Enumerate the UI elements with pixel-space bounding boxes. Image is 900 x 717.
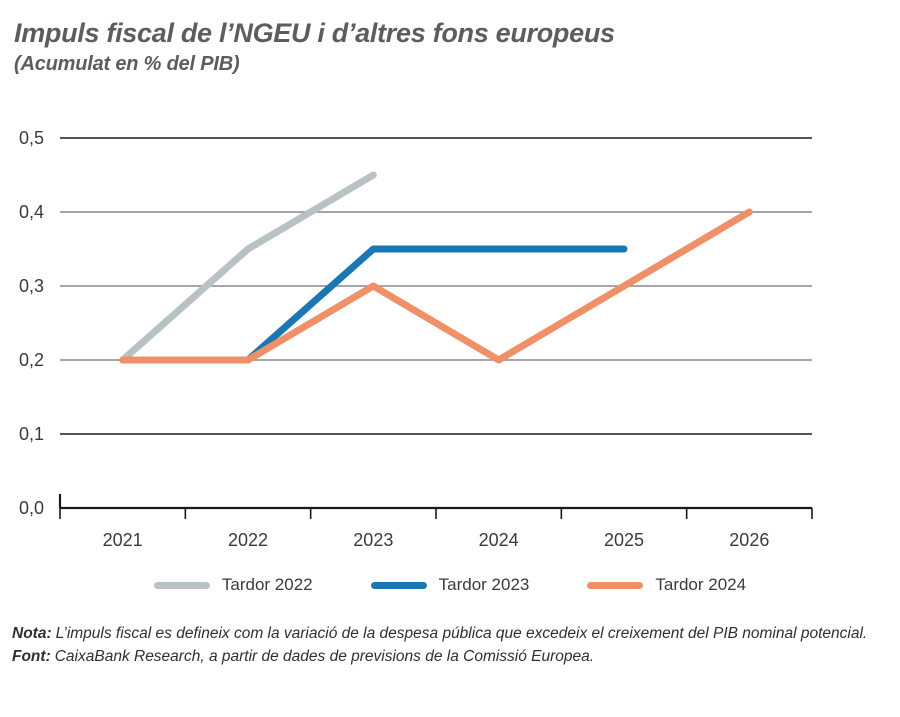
footnote-font-text: CaixaBank Research, a partir de dades de… xyxy=(54,648,595,666)
x-axis-tick-label: 2021 xyxy=(103,530,143,550)
series-line-tardor-2022 xyxy=(119,171,377,364)
chart-legend: Tardor 2022 Tardor 2023 Tardor 2024 xyxy=(0,565,900,605)
legend-label: Tardor 2024 xyxy=(655,575,747,594)
legend-label: Tardor 2023 xyxy=(438,575,530,594)
legend-item-tardor-2024[interactable]: Tardor 2024 xyxy=(587,575,746,595)
footnote-font: Font: CaixaBank Research, a partir de dad… xyxy=(12,645,888,668)
footnote-font-label: Font: xyxy=(12,648,51,666)
legend-swatch-icon xyxy=(587,581,644,589)
legend-item-tardor-2023[interactable]: Tardor 2023 xyxy=(370,575,530,595)
series-line-tardor-2024 xyxy=(119,208,753,364)
y-axis-tick-label: 0,0 xyxy=(19,498,44,518)
legend-swatch-icon xyxy=(153,581,210,589)
legend-label: Tardor 2022 xyxy=(221,575,313,594)
y-axis-tick-label: 0,4 xyxy=(19,202,44,222)
x-axis-tick-label: 2022 xyxy=(228,530,268,550)
y-axis-tick-label: 0,1 xyxy=(19,424,44,444)
line-chart-svg: 0,00,10,20,30,40,5 2021 2022 2023 2024 2025 2… xyxy=(19,128,813,550)
chart-title: Impuls fiscal de l’NGEU i d’altres fons … xyxy=(14,18,615,48)
footnote-nota-label: Nota: xyxy=(12,625,52,642)
chart-subtitle: (Acumulat en % del PIB) xyxy=(14,53,240,76)
y-axis-tick-label: 0,3 xyxy=(19,276,44,296)
x-axis-tick-label: 2023 xyxy=(353,530,393,550)
chart-header: Impuls fiscal de l’NGEU i d’altres fons … xyxy=(14,18,884,76)
footnote-nota: Nota: L’impuls fiscal es defineix com la … xyxy=(12,622,888,645)
y-axis-tick-labels: 0,0 0,1 0,2 0,3 0,4 0,5 xyxy=(19,128,44,518)
chart-footnotes: Nota: L’impuls fiscal es defineix com la … xyxy=(12,622,888,669)
chart-plot-area: 0,0 0,1 0,2 0,3 0,4 0,5 2021 2022 2023 2024 2025 2… xyxy=(0,120,900,560)
y-axis-tick-label: 0,2 xyxy=(19,350,44,370)
y-axis-tick-label: 0,5 xyxy=(19,128,44,148)
series-lines-group xyxy=(119,171,753,364)
x-axis-tick-label: 2024 xyxy=(479,530,519,550)
footnote-nota-text: L’impuls fiscal es defineix com la varia… xyxy=(55,625,868,642)
legend-swatch-icon xyxy=(370,581,427,589)
x-axis-ticks xyxy=(59,508,813,519)
x-axis-tick-labels: 2021 2022 2023 2024 2025 2026 xyxy=(103,530,770,550)
x-axis-tick-label: 2025 xyxy=(604,530,644,550)
series-line-tardor-2023 xyxy=(244,245,628,364)
x-axis-tick-label: 2026 xyxy=(729,530,769,550)
legend-item-tardor-2022[interactable]: Tardor 2022 xyxy=(153,575,313,595)
